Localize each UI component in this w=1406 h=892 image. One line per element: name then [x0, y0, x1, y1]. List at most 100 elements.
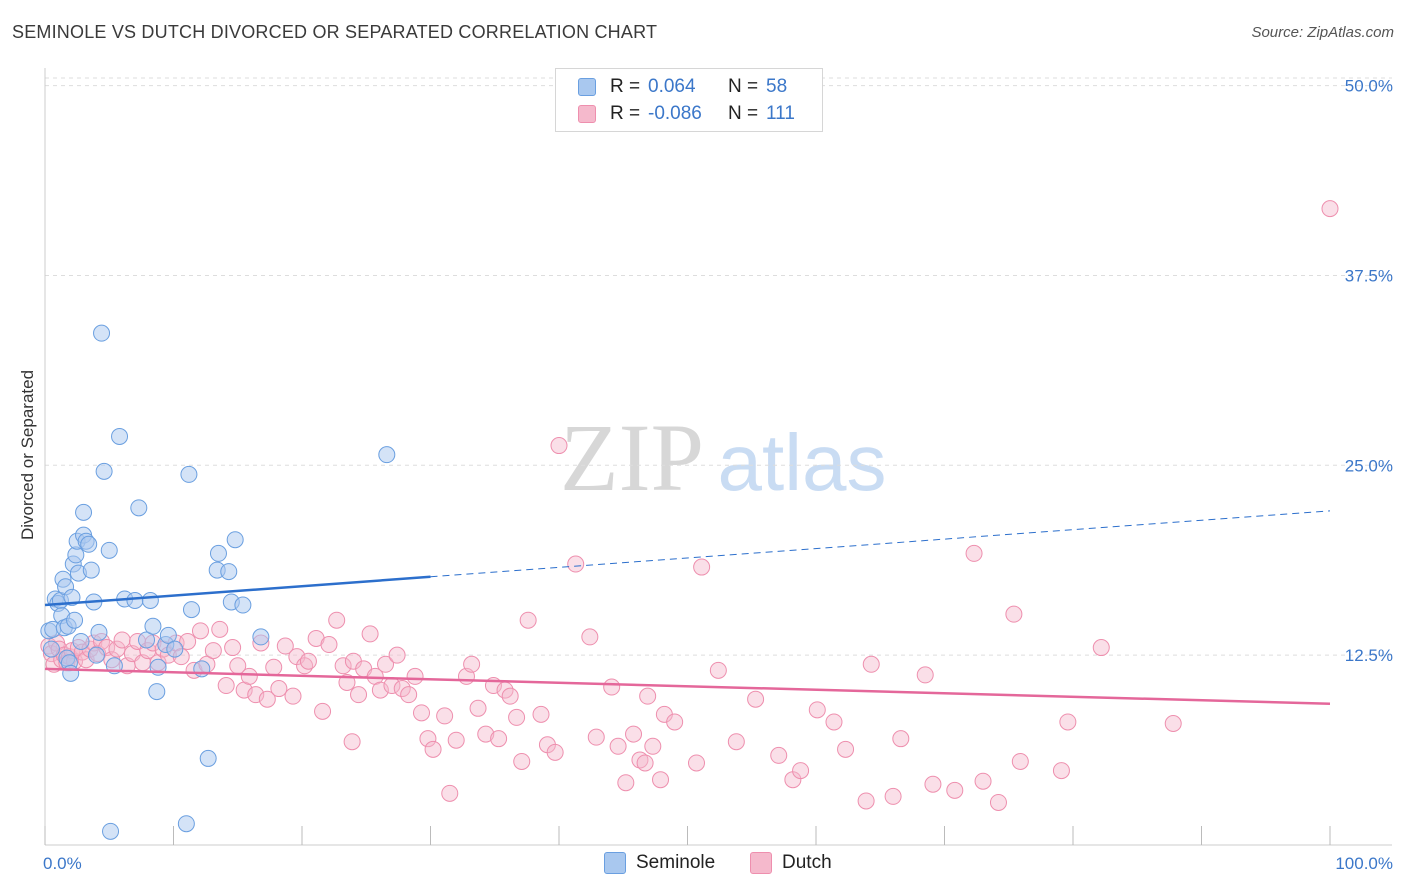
x-tick-label-last: 100.0%	[1335, 854, 1393, 873]
seminole-point	[180, 465, 198, 483]
dutch-point	[469, 699, 487, 717]
watermark-atlas: atlas	[718, 418, 887, 507]
tick-marks	[44, 826, 1331, 845]
trendlines	[44, 510, 1331, 706]
dutch-point	[328, 611, 346, 629]
dutch-point	[179, 632, 197, 650]
dutch-point	[361, 625, 379, 643]
seminole-point	[62, 664, 80, 682]
dutch-point	[532, 705, 550, 723]
seminole-point	[95, 462, 113, 480]
seminole-point	[182, 601, 200, 619]
dutch-point	[108, 640, 126, 658]
dutch-point	[693, 558, 711, 576]
dutch-point	[314, 702, 332, 720]
dutch-point	[400, 686, 418, 704]
correlation-legend: R = 0.064 N = 58 R = -0.086 N = 111	[555, 68, 823, 132]
dutch-point	[441, 784, 459, 802]
dutch-point	[191, 622, 209, 640]
dutch-point	[747, 690, 765, 708]
dutch-point	[825, 713, 843, 731]
seminole-point	[234, 596, 252, 614]
dutch-point	[240, 667, 258, 685]
dutch-point	[837, 740, 855, 758]
dutch-point	[587, 728, 605, 746]
dutch-point	[639, 687, 657, 705]
dutch-point	[258, 690, 276, 708]
dutch-point	[1321, 200, 1339, 218]
dutch-point	[424, 740, 442, 758]
dutch-swatch	[578, 105, 596, 123]
dutch-point	[211, 620, 229, 638]
y-tick-label: 50.0%	[1345, 77, 1393, 96]
n-value: 111	[766, 103, 795, 124]
dutch-point	[892, 730, 910, 748]
dutch-point	[463, 655, 481, 673]
dutch-point	[320, 636, 338, 654]
seminole-point	[102, 822, 120, 840]
dutch-point	[388, 646, 406, 664]
legend-row-dutch: R = -0.086 N = 111	[578, 101, 795, 127]
dutch-point	[413, 704, 431, 722]
watermark: ZIP atlas	[560, 404, 886, 511]
axes	[44, 68, 1392, 846]
seminole-point	[159, 626, 177, 644]
seminole-swatch	[578, 78, 596, 96]
seminole-point	[66, 611, 84, 629]
seminole-point	[100, 541, 118, 559]
n-label: N =	[728, 76, 759, 97]
dutch-point	[1092, 639, 1110, 657]
dutch-point	[709, 661, 727, 679]
seminole-point	[144, 617, 162, 635]
seminole-point	[220, 563, 238, 581]
dutch-point	[299, 652, 317, 670]
dutch-point	[270, 680, 288, 698]
seminole-point	[42, 640, 60, 658]
legend-label-seminole: Seminole	[636, 852, 716, 873]
dutch-point	[770, 746, 788, 764]
dutch-point	[265, 658, 283, 676]
dutch-point	[377, 655, 395, 673]
dutch-point	[652, 771, 670, 789]
seminole-trendline-extension	[430, 510, 1331, 578]
legend-item-dutch: Dutch	[750, 852, 832, 874]
r-label: R =	[610, 76, 641, 97]
y-tick-label: 12.5%	[1345, 646, 1393, 665]
dutch-point	[625, 725, 643, 743]
seminole-point	[72, 632, 90, 650]
dutch-point	[946, 781, 964, 799]
seminole-point	[130, 499, 148, 517]
dutch-point	[447, 731, 465, 749]
dutch-point	[477, 725, 495, 743]
dutch-point	[567, 555, 585, 573]
dutch-point	[1059, 713, 1077, 731]
dutch-point	[419, 730, 437, 748]
dutch-point	[1005, 605, 1023, 623]
dutch-point	[916, 666, 934, 684]
gridlines	[45, 77, 1392, 656]
dutch-point	[519, 611, 537, 629]
dutch-point	[792, 762, 810, 780]
seminole-point	[75, 503, 93, 521]
seminole-point	[93, 324, 111, 342]
seminole-point	[226, 531, 244, 549]
dutch-point	[636, 754, 654, 772]
seminole-point	[141, 591, 159, 609]
dutch-point	[204, 642, 222, 660]
seminole-point	[80, 535, 98, 553]
dutch-point	[687, 754, 705, 772]
x-tick-label-first: 0.0%	[43, 854, 82, 873]
dutch-point	[857, 792, 875, 810]
dutch-point	[508, 708, 526, 726]
seminole-point	[252, 628, 270, 646]
legend-label-dutch: Dutch	[782, 852, 832, 873]
dutch-point	[924, 775, 942, 793]
dutch-point	[727, 733, 745, 751]
chart-title: SEMINOLE VS DUTCH DIVORCED OR SEPARATED …	[12, 22, 658, 42]
dutch-point	[609, 737, 627, 755]
dutch-trendline	[44, 667, 1331, 706]
dutch-point	[350, 686, 368, 704]
dutch-point	[284, 687, 302, 705]
dutch-point	[217, 677, 235, 695]
dutch-point	[501, 687, 519, 705]
